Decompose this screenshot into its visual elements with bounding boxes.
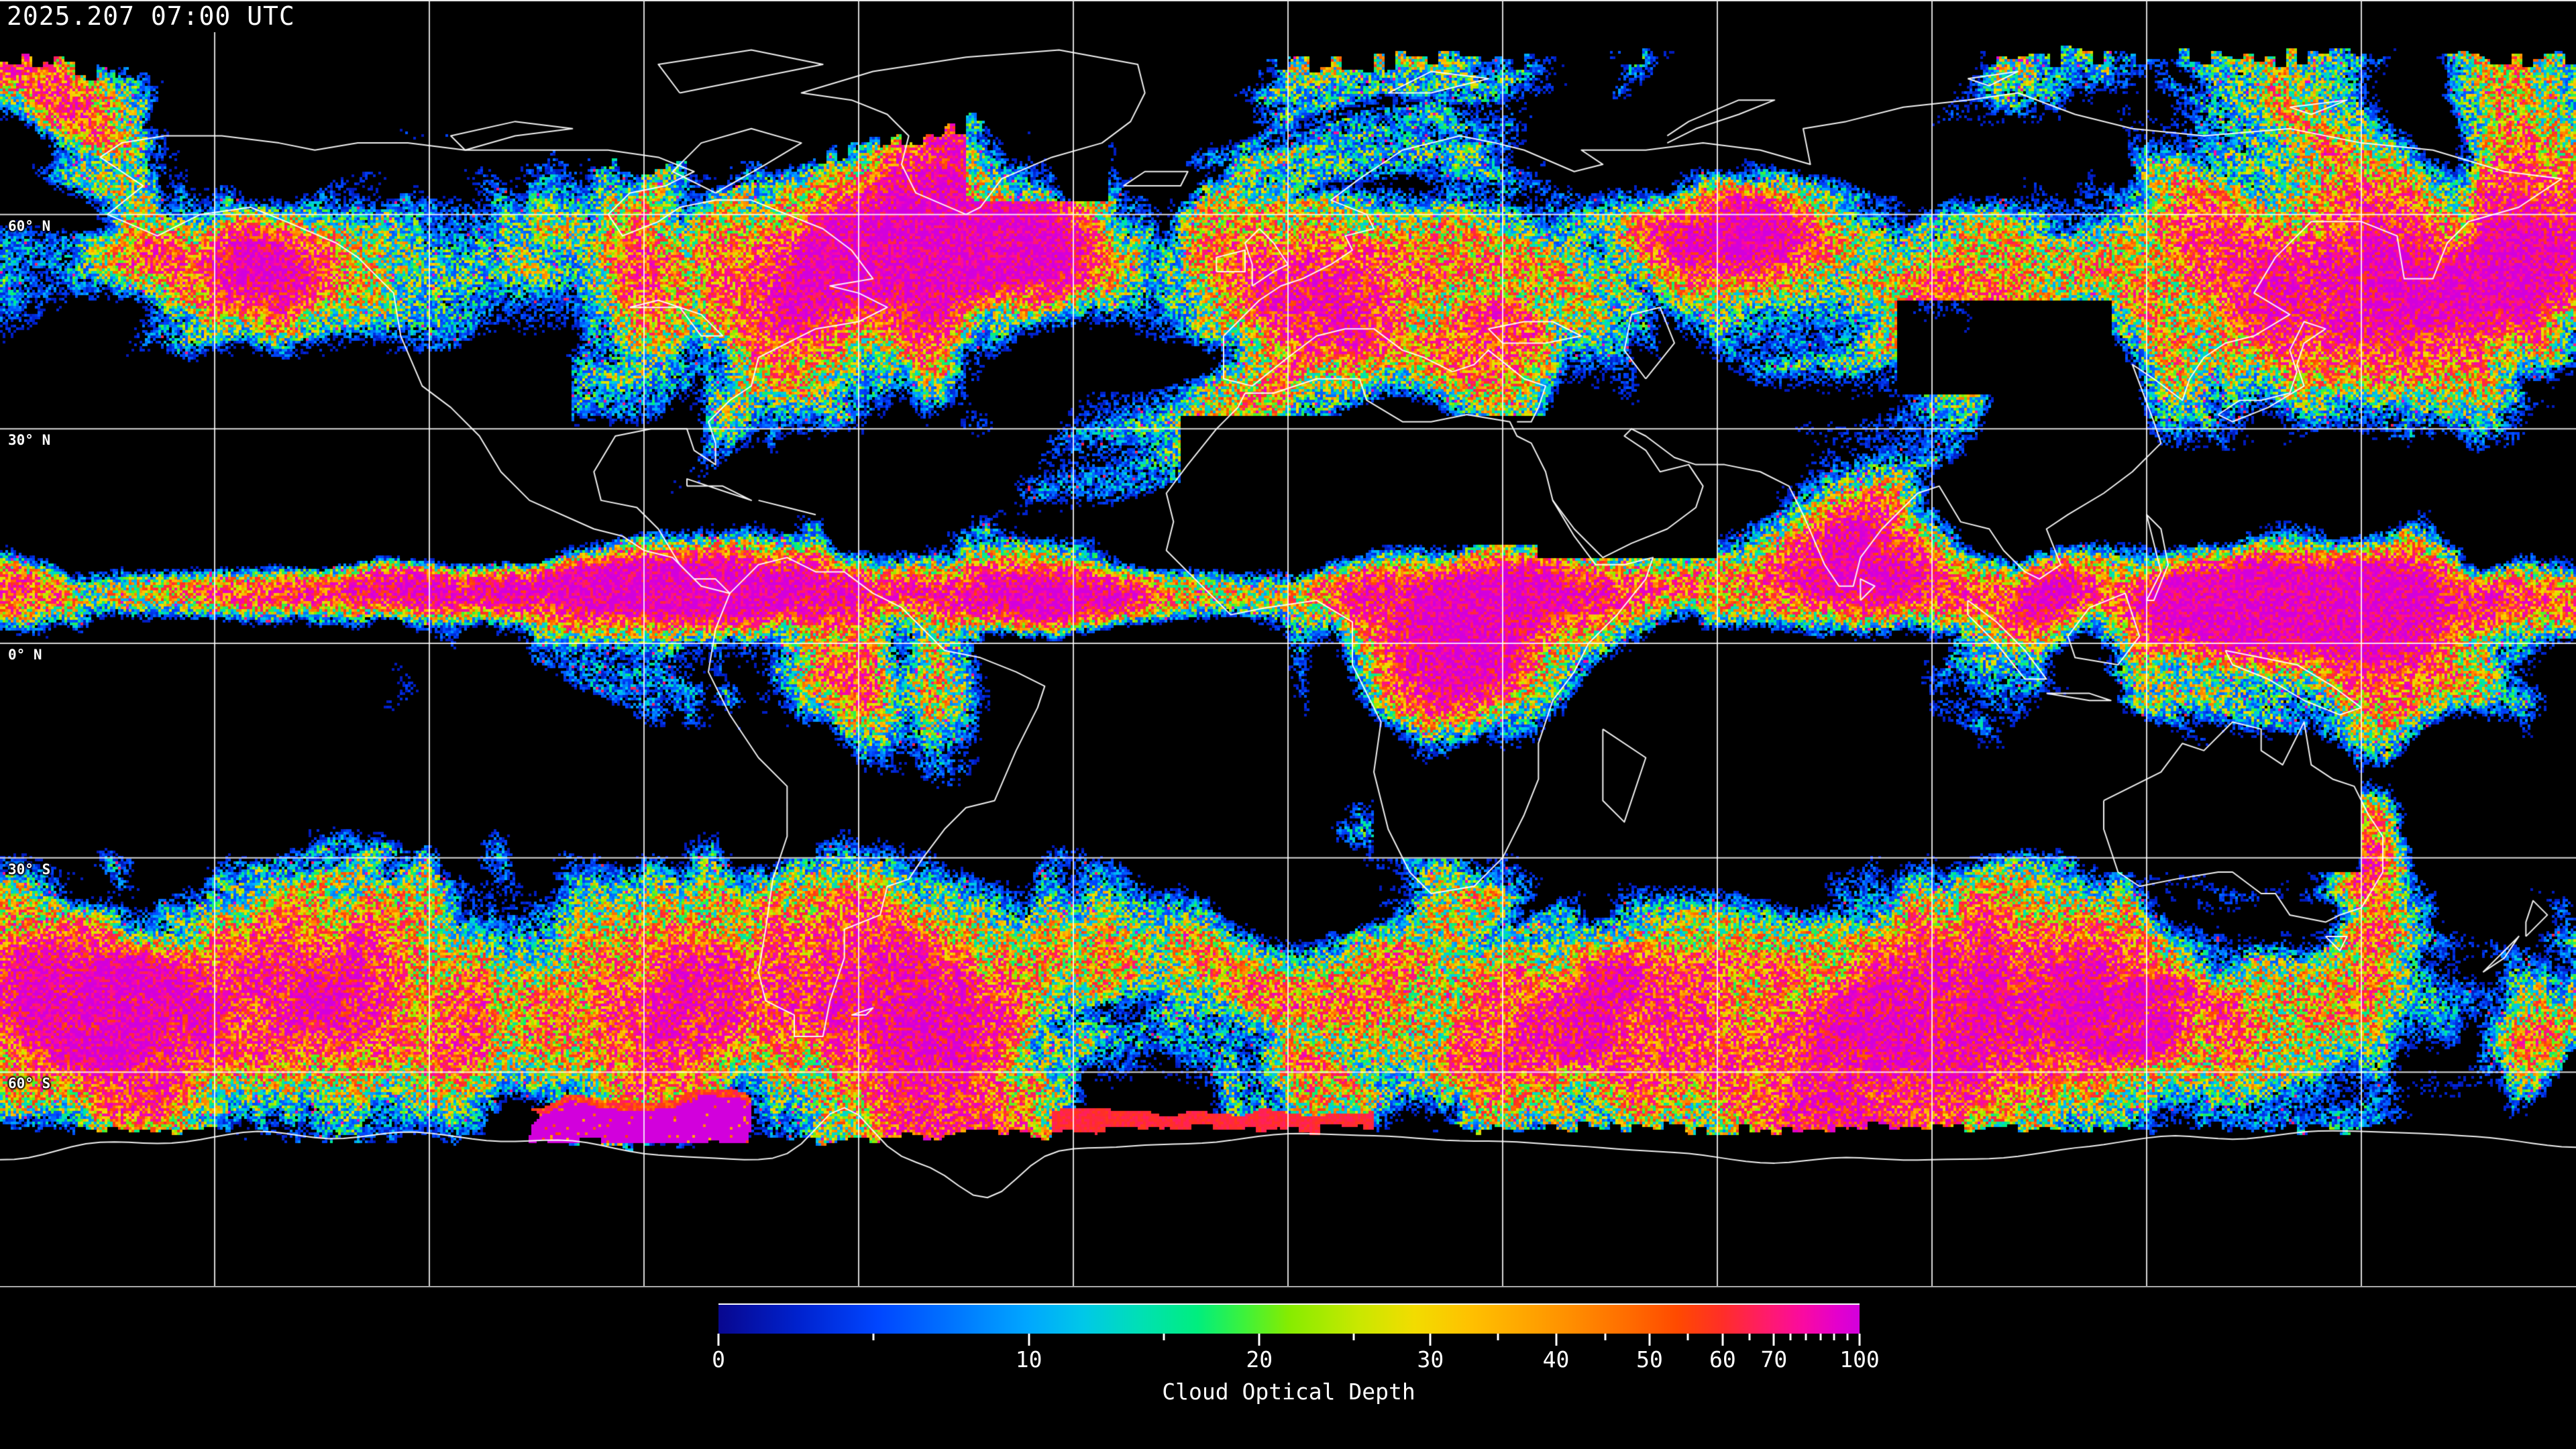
colorbar-tick-label: 30	[1417, 1346, 1444, 1373]
colorbar-major-tick	[1258, 1334, 1260, 1346]
colorbar-title: Cloud Optical Depth	[1162, 1379, 1415, 1405]
world-cloud-map-canvas	[0, 0, 2576, 1287]
colorbar-major-tick	[1858, 1334, 1861, 1346]
colorbar-tick-label: 100	[1839, 1346, 1880, 1373]
colorbar-tick-label: 10	[1015, 1346, 1042, 1373]
colorbar-major-tick	[1028, 1334, 1030, 1346]
colorbar-tick-label: 40	[1542, 1346, 1570, 1373]
colorbar-minor-tick	[1163, 1334, 1165, 1340]
colorbar-minor-tick	[872, 1334, 875, 1340]
colorbar-major-tick	[1555, 1334, 1558, 1346]
colorbar-major-tick	[717, 1334, 720, 1346]
colorbar-minor-tick	[1846, 1334, 1849, 1340]
map-top-border	[0, 0, 2576, 1]
colorbar-major-tick	[1721, 1334, 1724, 1346]
colorbar-tick-label: 60	[1709, 1346, 1736, 1373]
colorbar: 0 10 20 30 40 50 60 70 100 Cloud Optical Depth	[712, 1303, 1880, 1438]
colorbar-major-tick	[1429, 1334, 1432, 1346]
colorbar-major-tick	[1772, 1334, 1775, 1346]
colorbar-minor-tick	[1789, 1334, 1792, 1340]
colorbar-tick-label: 70	[1760, 1346, 1788, 1373]
colorbar-minor-tick	[1805, 1334, 1807, 1340]
colorbar-minor-tick	[1833, 1334, 1835, 1340]
colorbar-minor-tick	[1352, 1334, 1355, 1340]
colorbar-minor-tick	[1604, 1334, 1607, 1340]
lat-label: 60° N	[8, 217, 51, 234]
colorbar-minor-tick	[1819, 1334, 1822, 1340]
map-bottom-border	[0, 1286, 2576, 1287]
lat-label: 30° N	[8, 432, 51, 449]
colorbar-tick-label: 50	[1636, 1346, 1663, 1373]
colorbar-tick-label: 20	[1246, 1346, 1273, 1373]
colorbar-minor-tick	[1686, 1334, 1689, 1340]
timestamp-label: 2025.207 07:00 UTC	[3, 1, 305, 32]
colorbar-major-tick	[1648, 1334, 1651, 1346]
colorbar-minor-tick	[1748, 1334, 1751, 1340]
lat-label: 30° S	[8, 861, 51, 877]
colorbar-tick-label: 0	[712, 1346, 725, 1373]
lat-label: 0° N	[8, 647, 42, 663]
lat-label: 60° S	[8, 1075, 51, 1092]
colorbar-gradient	[718, 1303, 1860, 1334]
colorbar-minor-tick	[1497, 1334, 1499, 1340]
